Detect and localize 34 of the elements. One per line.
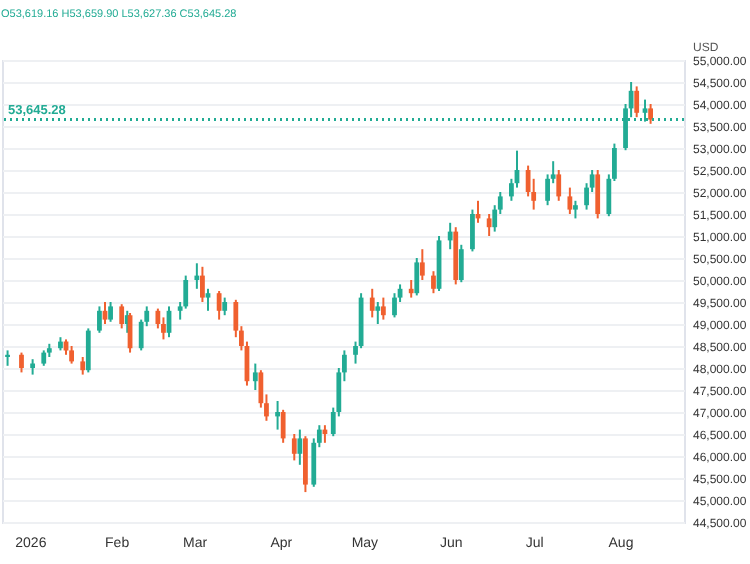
candlestick: [419, 248, 425, 281]
candlestick: [108, 301, 113, 323]
candlestick: [97, 305, 102, 334]
candlestick: [648, 103, 653, 125]
candlestick: [556, 169, 562, 202]
candlestick: [375, 301, 381, 325]
candlestick: [458, 243, 464, 284]
candlestick: [369, 287, 375, 319]
candlestick: [275, 400, 280, 431]
candlestick: [303, 435, 308, 494]
candlestick: [119, 303, 125, 330]
candlestick: [291, 433, 297, 462]
candlestick: [634, 85, 640, 119]
candlestick: [194, 262, 200, 290]
candlestick: [252, 362, 258, 391]
candlestick: [470, 208, 475, 253]
candlestick: [431, 270, 436, 295]
candlestick: [392, 292, 397, 319]
candlestick: [447, 221, 453, 251]
candlestick: [297, 428, 303, 466]
candlestick: [85, 327, 91, 374]
candlestick: [216, 290, 222, 321]
candlestick: [280, 408, 286, 444]
candlestick: [486, 213, 492, 237]
candlestick: [595, 169, 601, 220]
candlestick: [414, 257, 420, 297]
candlestick: [567, 186, 573, 215]
candlestick: [161, 316, 166, 341]
candlestick: [642, 98, 648, 123]
candlestick: [5, 349, 10, 367]
candlestick: [380, 296, 386, 321]
candlestick: [19, 351, 24, 374]
candlestick: [205, 287, 211, 312]
candlestick: [200, 265, 205, 303]
